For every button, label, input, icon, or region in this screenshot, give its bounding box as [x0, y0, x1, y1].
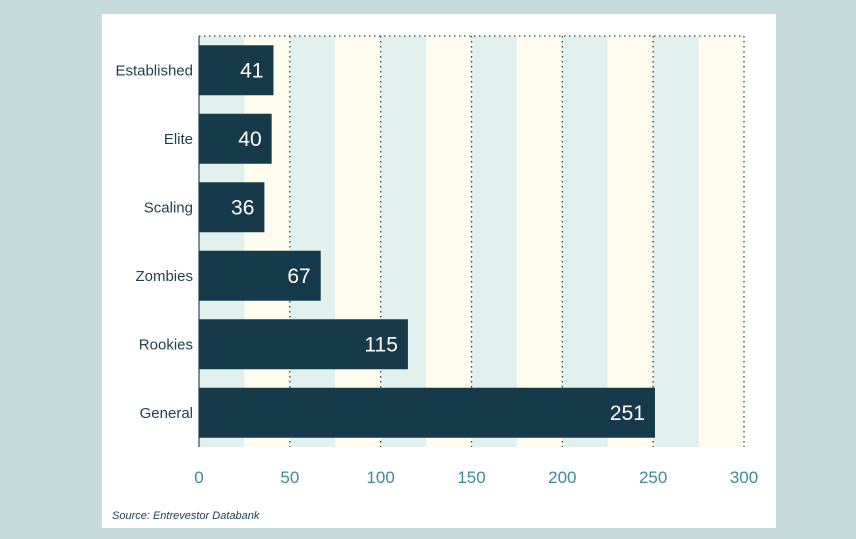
x-tick-labels: 0 50 100 150 200 250 300	[194, 468, 758, 487]
data-label: 36	[231, 196, 254, 219]
background-band	[335, 36, 381, 447]
background-band	[380, 36, 427, 447]
x-tick-label: 0	[194, 468, 203, 487]
x-tick-label: 150	[457, 468, 485, 487]
data-label: 67	[287, 265, 310, 288]
x-tick-label: 200	[548, 468, 576, 487]
bars	[199, 45, 655, 438]
background-band	[471, 36, 517, 447]
category-label: Elite	[164, 131, 193, 148]
x-tick-label: 300	[730, 468, 758, 487]
category-label: Zombies	[135, 268, 193, 285]
bar-established	[199, 45, 274, 96]
bar-elite	[199, 113, 272, 164]
gridlines	[198, 35, 745, 447]
background-band	[244, 36, 290, 447]
category-label: General	[140, 405, 193, 422]
x-tick-label: 100	[366, 468, 394, 487]
category-labels: Established Elite Scaling Zombies Rookies Gen…	[115, 62, 193, 422]
background-band	[289, 36, 336, 447]
bar-general	[199, 387, 655, 438]
source-note: Source: Entrevestor Databank	[112, 510, 260, 522]
background-bands	[199, 36, 744, 447]
bar-chart: Established Elite Scaling Zombies Rookies Gen…	[115, 35, 758, 487]
chart-card: Established Elite Scaling Zombies Rookies Gen…	[102, 14, 776, 528]
data-label: 40	[238, 128, 261, 151]
category-label: Rookies	[139, 336, 193, 353]
category-label: Scaling	[144, 199, 193, 216]
background-band	[698, 36, 744, 447]
background-band	[426, 36, 472, 447]
background-band	[199, 36, 245, 447]
category-label: Established	[115, 62, 193, 79]
bar-rookies	[199, 319, 408, 370]
background-band	[562, 36, 608, 447]
x-tick-label: 250	[639, 468, 667, 487]
data-labels: 41 40 36 67 115 251	[231, 59, 645, 425]
background-band	[516, 36, 563, 447]
x-tick-label: 50	[280, 468, 299, 487]
background-band	[653, 36, 699, 447]
data-label: 41	[240, 59, 263, 82]
background-band	[607, 36, 654, 447]
data-label: 115	[364, 333, 397, 356]
bar-zombies	[199, 250, 321, 301]
data-label: 251	[610, 402, 645, 425]
bar-scaling	[199, 182, 265, 233]
